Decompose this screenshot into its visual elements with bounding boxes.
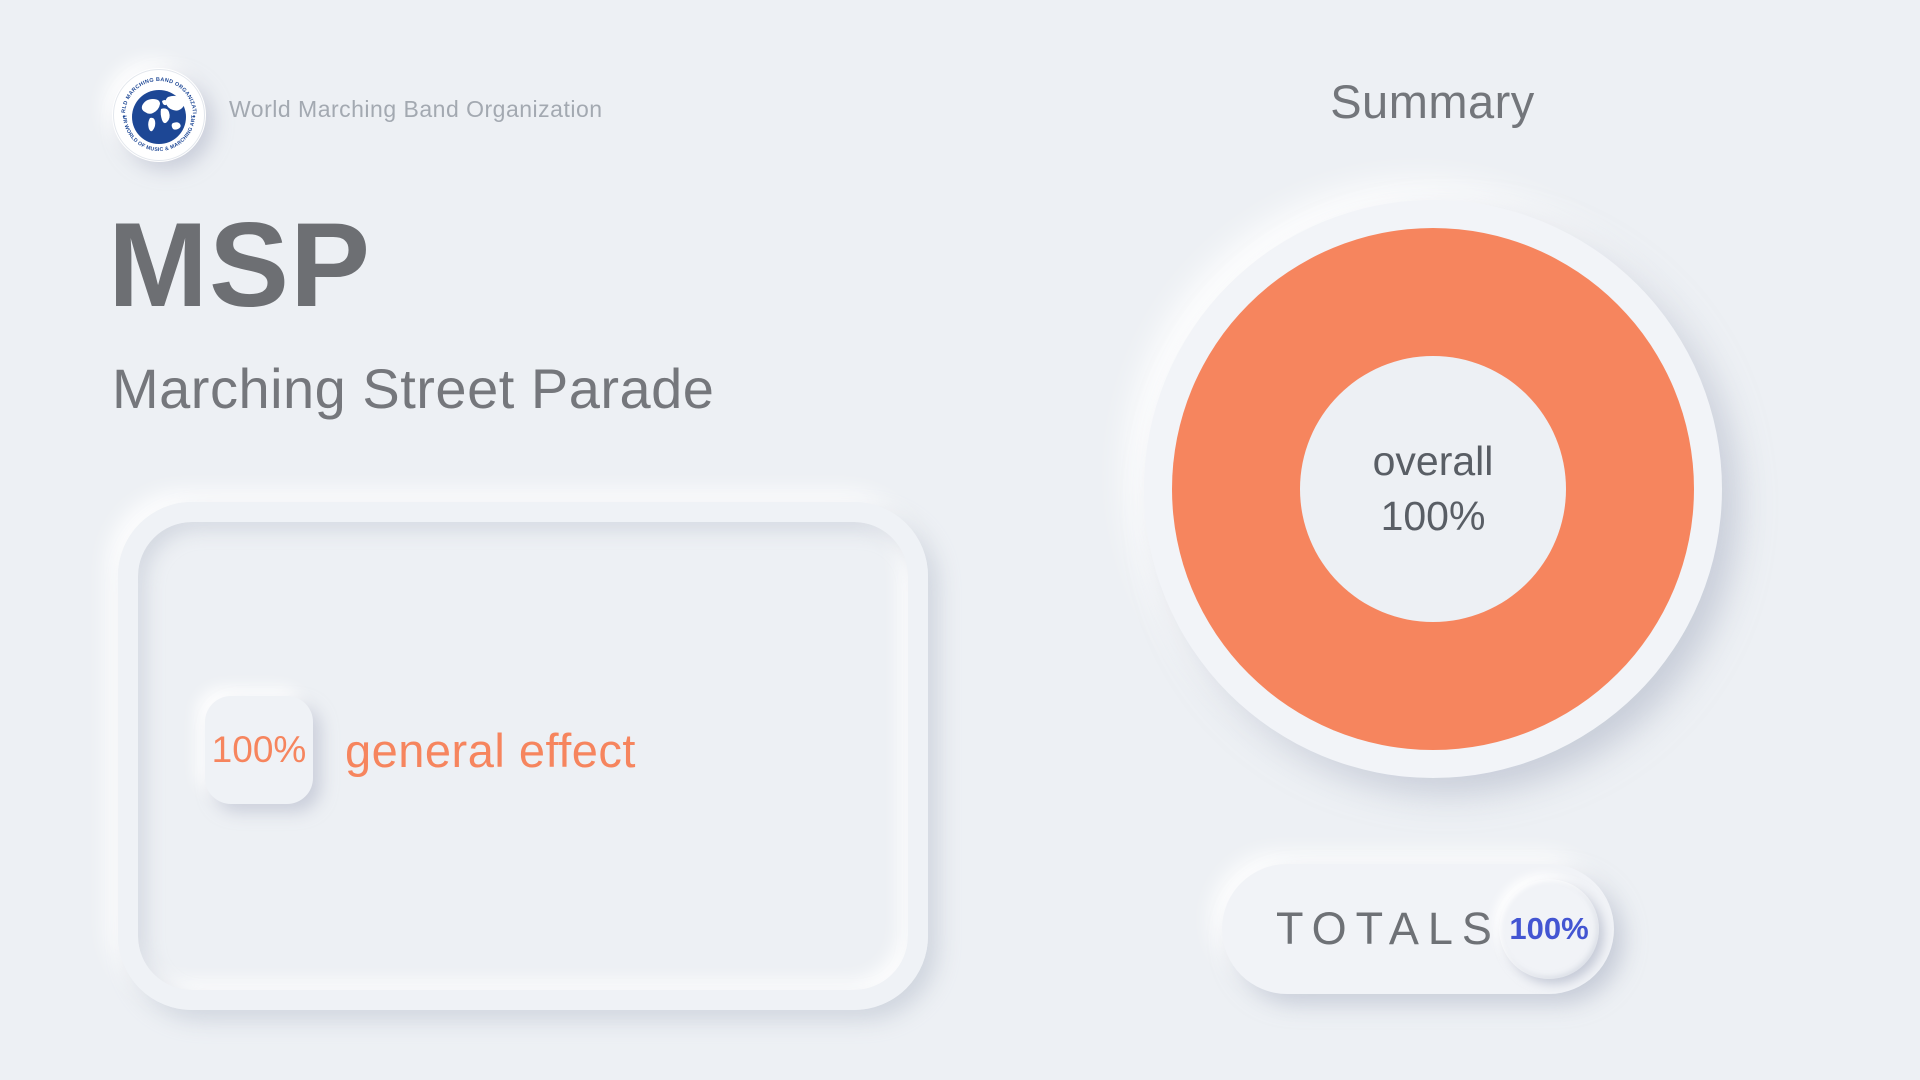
event-abbr-title: MSP	[108, 198, 372, 332]
donut-ring: overall 100%	[1172, 228, 1694, 750]
score-card	[118, 502, 928, 1010]
score-caption-label: general effect	[345, 723, 636, 777]
logo-star-icons	[122, 115, 196, 118]
event-full-title: Marching Street Parade	[112, 357, 715, 420]
score-row: 100% general effect	[205, 696, 636, 804]
totals-pill[interactable]: TOTALS 100%	[1222, 864, 1614, 994]
score-value-badge[interactable]: 100%	[205, 696, 313, 804]
donut-center-value: 100%	[1380, 493, 1486, 539]
org-logo: WORLD MARCHING BAND ORGANIZATION OUR WOR…	[112, 68, 206, 162]
totals-label: TOTALS	[1276, 903, 1501, 954]
donut-center-label: overall	[1372, 438, 1494, 484]
org-name-text: World Marching Band Organization	[229, 96, 603, 122]
summary-heading: Summary	[1330, 75, 1535, 128]
globe-icon: WORLD MARCHING BAND ORGANIZATION OUR WOR…	[112, 68, 205, 161]
donut-plate: overall 100%	[1144, 200, 1722, 778]
totals-value-badge: 100%	[1499, 879, 1599, 979]
donut-center: overall 100%	[1300, 356, 1566, 622]
